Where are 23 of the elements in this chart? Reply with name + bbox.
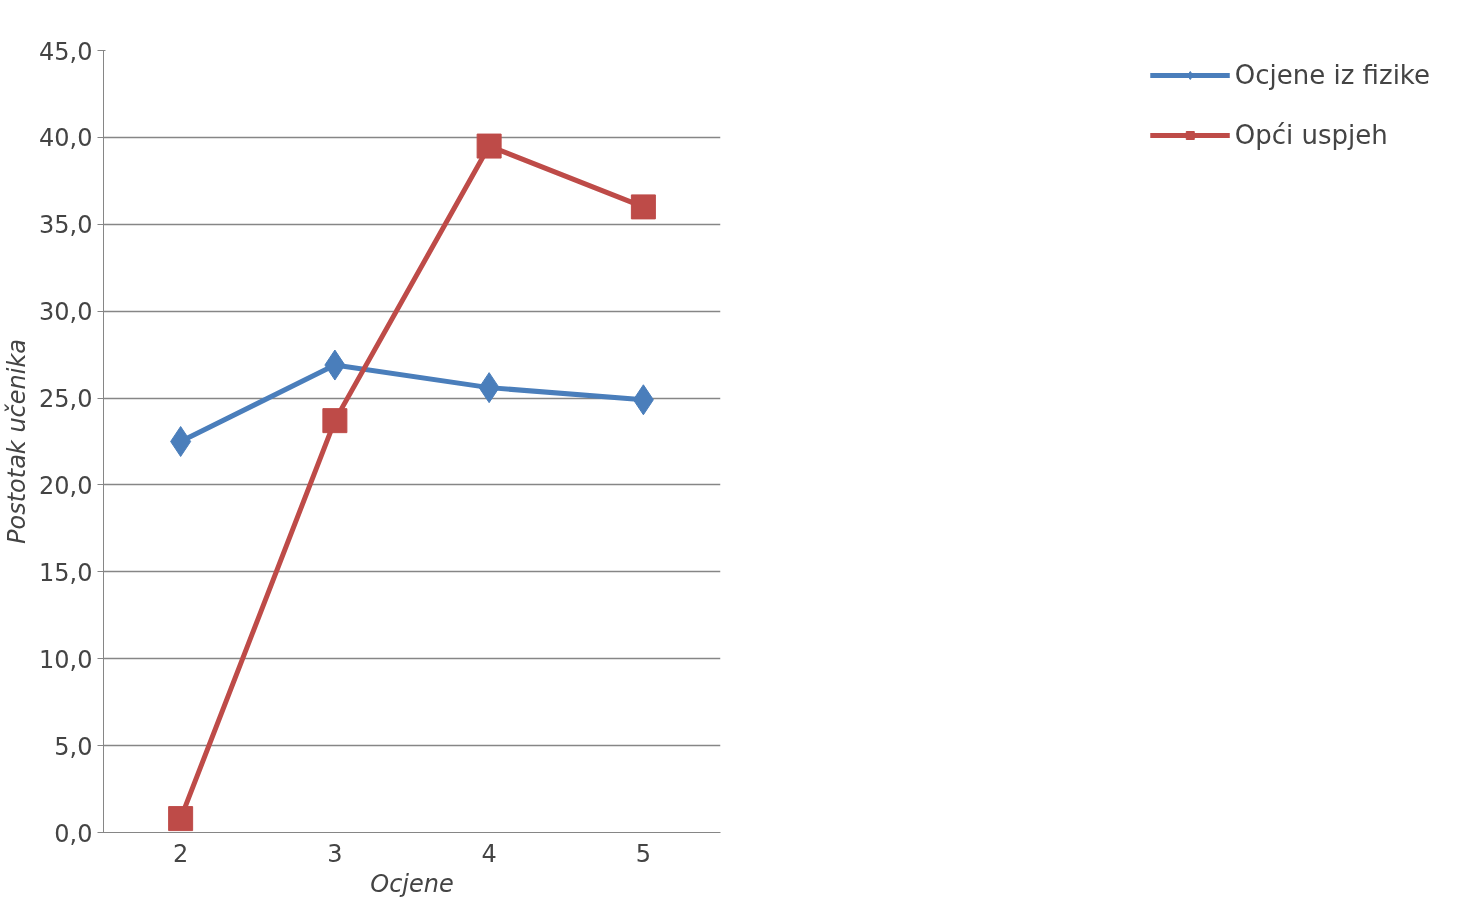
x-tick-label: 5 xyxy=(635,839,652,868)
legend-label: Opći uspjeh xyxy=(1234,120,1388,150)
y-tick-label: 35,0 xyxy=(39,211,93,240)
legend-label: Ocjene iz fizike xyxy=(1234,60,1430,90)
x-tick-label: 3 xyxy=(327,839,343,868)
point xyxy=(170,426,192,457)
y-tick-label: 40,0 xyxy=(39,124,93,153)
x-tick-label: 4 xyxy=(481,839,497,868)
point xyxy=(630,194,656,220)
y-tick-label: 25,0 xyxy=(39,385,93,414)
y-axis-title: Postotak učenika xyxy=(3,338,32,545)
x-axis-title: Ocjene xyxy=(370,869,454,898)
x-tick-label: 2 xyxy=(172,839,189,868)
y-tick-label: 0,0 xyxy=(54,819,93,848)
point xyxy=(322,408,348,434)
y-tick-label: 45,0 xyxy=(39,37,93,66)
y-tick-label: 20,0 xyxy=(39,471,93,500)
point xyxy=(168,806,194,832)
y-tick-label: 5,0 xyxy=(54,732,93,761)
y-tick-label: 30,0 xyxy=(39,298,93,327)
y-tick-label: 10,0 xyxy=(39,645,93,674)
y-tick-label: 15,0 xyxy=(39,558,93,587)
point xyxy=(476,133,502,159)
